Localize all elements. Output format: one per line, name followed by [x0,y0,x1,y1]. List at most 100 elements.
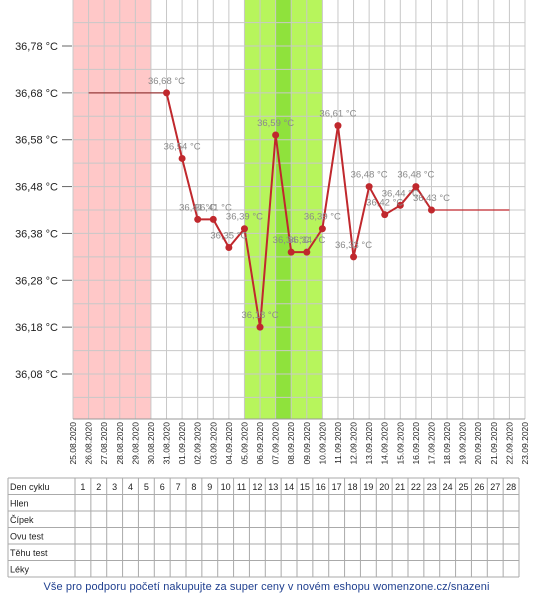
cycle-day-cell: 2 [96,482,101,492]
table-row-label: Hlen [10,499,29,509]
y-tick-label: 36,28 °C [15,275,58,287]
x-tick-label: 06.09.2020 [255,422,265,465]
cycle-day-cell: 10 [221,482,231,492]
x-tick-label: 07.09.2020 [271,422,281,465]
point-label: 36,41 °C [195,202,232,213]
cycle-day-cell: 21 [395,482,405,492]
baseline-lines [88,92,510,211]
point-label: 36,48 °C [351,170,388,181]
point-label: 36,34 °C [273,235,310,246]
cycle-day-cell: 1 [80,482,85,492]
data-point [194,215,202,223]
x-tick-label: 26.08.2020 [84,422,94,465]
point-label: 36,39 °C [304,212,341,223]
y-tick-label: 36,58 °C [15,135,58,147]
cycle-table: Den cyklu Hlen Čípek Ovu test Těhu test Léky 1… [7,477,520,578]
x-tick-label: 29.08.2020 [130,422,140,465]
cycle-day-cell: 12 [252,482,262,492]
data-point [412,183,420,191]
x-tick-label: 05.09.2020 [239,422,249,465]
x-tick-label: 23.09.2020 [520,422,530,465]
point-labels: 36,68 °C 36,54 °C 36,41 °C36,41 °C 36,35 °C… [148,76,450,321]
x-tick-label: 02.09.2020 [193,422,203,465]
cycle-day-cell: 14 [284,482,294,492]
point-label: 36,68 °C [148,76,185,87]
y-tick-label: 36,18 °C [15,322,58,334]
x-tick-label: 14.09.2020 [380,422,390,465]
point-label: 36,41 °C [179,202,216,213]
cycle-day-cell: 20 [379,482,389,492]
cycle-day-cell: 17 [332,482,342,492]
y-tick-label: 36,08 °C [15,369,58,381]
data-point [303,248,311,256]
x-tick-label: 09.09.2020 [302,422,312,465]
y-tick-label: 36,78 °C [15,41,58,53]
chart-grid [72,0,526,420]
cycle-day-cell: 28 [506,482,516,492]
table-row-label: Těhu test [10,548,48,558]
y-tick-label: 36,68 °C [15,88,58,100]
cycle-day-cell: 19 [363,482,373,492]
x-tick-label: 04.09.2020 [224,422,234,465]
x-tick-label: 15.09.2020 [395,422,405,465]
y-tick-label: 36,38 °C [15,228,58,240]
y-tick-label: 36,48 °C [15,182,58,194]
table-row-label: Ovu test [10,532,44,542]
table-row-label: Čípek [10,515,34,525]
point-label: 36,18 °C [241,310,278,321]
data-point [350,253,358,261]
x-tick-label: 08.09.2020 [286,422,296,465]
cycle-day-cell: 22 [411,482,421,492]
point-label: 36,35 °C [210,230,247,241]
footer-promo-text[interactable]: Vše pro podporu početí nakupujte za supe… [43,581,490,593]
x-tick-label: 03.09.2020 [208,422,218,465]
x-tick-label: 13.09.2020 [364,422,374,465]
cycle-day-cell: 9 [207,482,212,492]
x-tick-label: 20.09.2020 [473,422,483,465]
x-tick-label: 19.09.2020 [458,422,468,465]
data-point [334,122,342,130]
cycle-day-cell: 25 [458,482,468,492]
cycle-day-cell: 7 [176,482,181,492]
cycle-day-cell: 18 [347,482,357,492]
cycle-day-cell: 24 [443,482,453,492]
point-label: 36,48 °C [397,170,434,181]
cycle-day-cell: 8 [191,482,196,492]
x-tick-label: 25.08.2020 [68,422,78,465]
x-tick-label: 21.09.2020 [489,422,499,465]
cycle-day-cell: 11 [237,482,246,492]
x-tick-label: 17.09.2020 [426,422,436,465]
cycle-day-cell: 5 [144,482,149,492]
data-point [178,154,186,162]
point-label: 36,59 °C [257,118,294,129]
y-axis-labels: 36,08 °C 36,18 °C 36,28 °C 36,38 °C 36,48 °C… [15,41,72,381]
data-point [427,206,435,214]
x-tick-label: 16.09.2020 [411,422,421,465]
x-tick-label: 27.08.2020 [99,422,109,465]
point-label: 36,34 °C [288,235,325,246]
table-row-label: Den cyklu [10,482,50,492]
x-tick-label: 11.09.2020 [333,422,343,464]
data-point [240,225,248,233]
point-label: 36,61 °C [319,109,356,120]
cycle-day-cell: 26 [474,482,484,492]
x-tick-label: 10.09.2020 [317,422,327,465]
point-label: 36,54 °C [164,141,201,152]
data-point [381,211,389,219]
cycle-day-cell: 27 [490,482,500,492]
cycle-day-cell: 13 [268,482,278,492]
point-label: 36,39 °C [226,212,263,223]
cycle-day-cell: 3 [112,482,117,492]
data-point [256,323,264,331]
x-tick-label: 30.08.2020 [146,422,156,465]
point-label: 36,43 °C [413,193,450,204]
x-tick-label: 12.09.2020 [349,422,359,465]
x-axis-labels: 25.08.2020 26.08.2020 27.08.2020 28.08.2020… [68,422,530,465]
cycle-day-cell: 15 [300,482,310,492]
data-point [396,201,404,209]
x-tick-label: 01.09.2020 [177,422,187,465]
point-label: 36,33 °C [335,240,372,251]
x-tick-label: 31.08.2020 [162,422,172,465]
data-point [209,215,217,223]
data-point [365,183,373,191]
